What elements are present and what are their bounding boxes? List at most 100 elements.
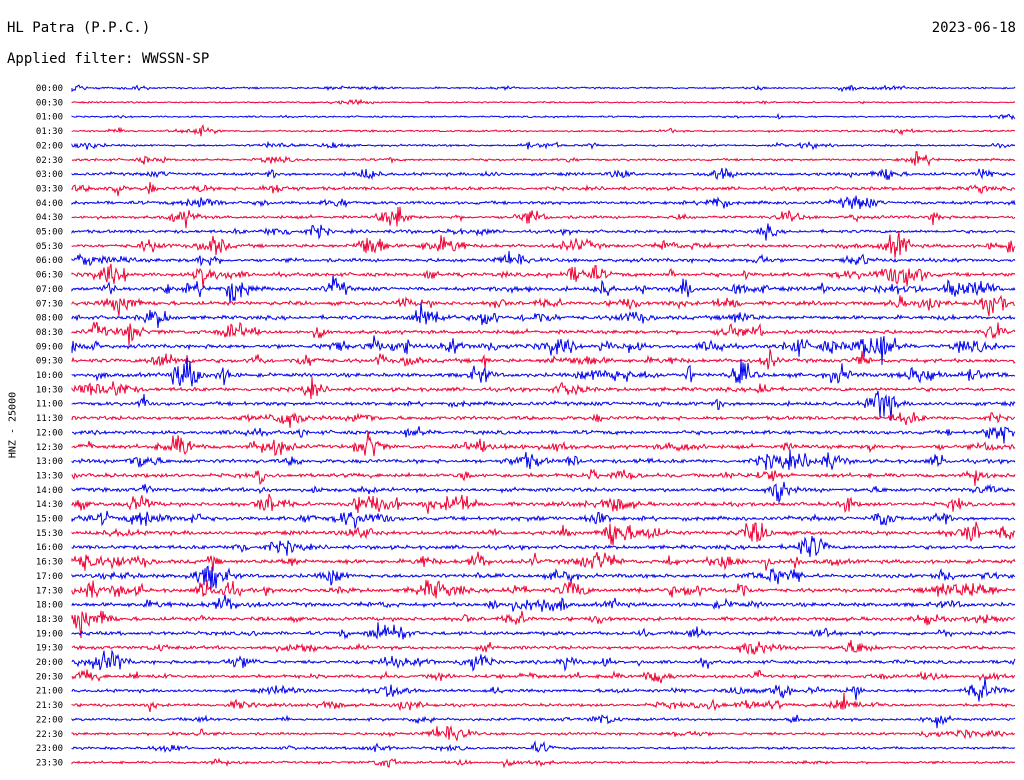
trace-line [71,649,1016,672]
trace-line [71,757,1016,769]
trace-line [71,294,1016,317]
time-tick-label: 06:00 [36,256,63,266]
trace-line [71,692,1016,713]
trace-line [71,431,1016,457]
trace-line [71,182,1016,197]
trace-line [71,263,1016,288]
trace-line [71,493,1016,514]
trace-line [71,579,1016,599]
time-tick-label: 17:00 [36,572,63,582]
time-tick-label: 21:00 [36,687,63,697]
time-tick-label: 14:00 [36,486,63,496]
trace-line [71,195,1016,210]
trace-line [71,521,1016,546]
time-tick-label: 10:30 [36,385,63,395]
time-tick-label: 15:30 [36,529,63,539]
time-tick-label: 05:00 [36,228,63,238]
trace-line [71,536,1016,558]
time-tick-label: 02:00 [36,141,63,151]
time-tick-label: 21:30 [36,701,63,711]
station-title: HL Patra (P.P.C.) [7,20,151,36]
time-tick-label: 08:00 [36,314,63,324]
filter-label: Applied filter: WWSSN-SP [7,51,210,67]
trace-line [71,358,1016,387]
trace-line [71,124,1016,137]
time-tick-label: 17:30 [36,586,63,596]
time-tick-label: 07:00 [36,285,63,295]
trace-line [71,98,1016,106]
time-tick-label: 23:00 [36,744,63,754]
time-tick-label: 02:30 [36,156,63,166]
trace-line [71,481,1016,504]
trace-line [71,376,1016,400]
time-tick-label: 14:30 [36,500,63,510]
trace-line [71,140,1016,151]
trace-line [71,302,1016,329]
trace-line [71,678,1016,702]
time-tick-label: 11:00 [36,400,63,410]
trace-line [71,594,1016,612]
time-tick-label: 03:30 [36,184,63,194]
trace-line [71,349,1016,370]
trace-line [71,468,1016,486]
time-tick-label: 12:00 [36,428,63,438]
trace-line [71,510,1016,529]
time-tick-label: 18:30 [36,615,63,625]
trace-line [71,669,1016,684]
trace-line [71,390,1016,421]
time-tick-label: 13:00 [36,457,63,467]
trace-line [71,551,1016,572]
time-tick-label: 09:30 [36,357,63,367]
trace-line [71,223,1016,241]
trace-line [71,622,1016,640]
time-tick-label: 04:00 [36,199,63,209]
time-tick-label: 06:30 [36,271,63,281]
time-tick-label: 19:00 [36,629,63,639]
trace-line [71,151,1016,167]
trace-line [71,231,1016,258]
time-tick-label: 10:00 [36,371,63,381]
time-tick-label: 01:00 [36,113,63,123]
time-tick-label: 18:00 [36,601,63,611]
trace-line [71,610,1016,639]
time-tick-label: 22:00 [36,715,63,725]
time-tick-label: 20:30 [36,672,63,682]
time-tick-label: 16:30 [36,558,63,568]
trace-line [71,639,1016,656]
time-tick-label: 05:30 [36,242,63,252]
trace-line [71,740,1016,754]
trace-line [71,112,1016,121]
trace-line [71,449,1016,471]
trace-line [71,565,1016,590]
time-tick-label: 04:30 [36,213,63,223]
time-tick-label: 01:30 [36,127,63,137]
trace-line [71,321,1016,347]
time-tick-label: 09:00 [36,342,63,352]
time-tick-label: 13:30 [36,471,63,481]
time-tick-label: 20:00 [36,658,63,668]
trace-line [71,725,1016,741]
time-tick-label: 03:00 [36,170,63,180]
time-tick-label: 00:30 [36,98,63,108]
time-tick-label: 15:00 [36,515,63,525]
date-label: 2023-06-18 [931,20,1016,36]
time-tick-label: 00:00 [36,84,63,94]
time-tick-label: 19:30 [36,644,63,654]
trace-line [71,412,1016,428]
time-tick-label: 07:30 [36,299,63,309]
time-tick-label: 16:00 [36,543,63,553]
trace-line [71,251,1016,267]
trace-line [71,275,1016,304]
trace-line [71,206,1016,229]
trace-line [71,714,1016,729]
trace-line [71,84,1016,93]
time-tick-label: 11:30 [36,414,63,424]
time-tick-label: 23:30 [36,758,63,768]
trace-line [71,167,1016,181]
trace-line [71,335,1016,365]
time-tick-label: 12:30 [36,443,63,453]
trace-line [71,426,1016,444]
time-tick-label: 22:30 [36,730,63,740]
time-tick-label: 08:30 [36,328,63,338]
